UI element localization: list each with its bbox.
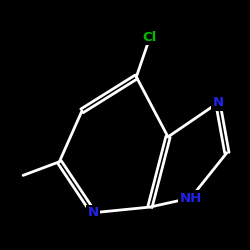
Text: N: N bbox=[88, 206, 99, 219]
Text: N: N bbox=[212, 96, 224, 110]
Text: NH: NH bbox=[180, 192, 202, 204]
Text: Cl: Cl bbox=[143, 31, 157, 44]
